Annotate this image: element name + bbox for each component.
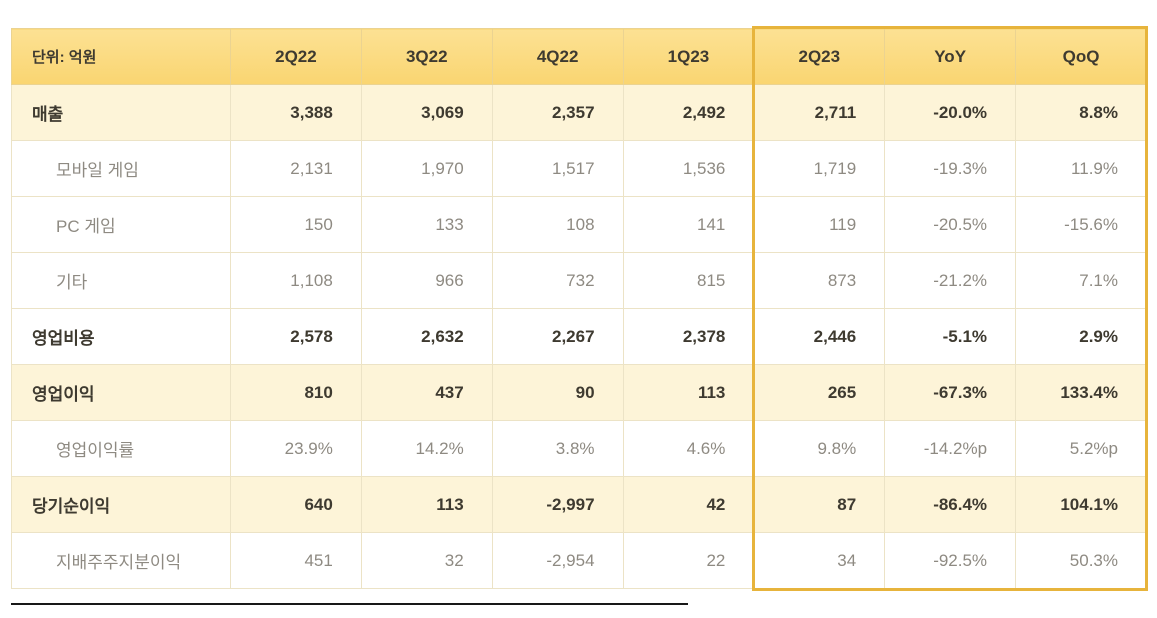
value-cell: 732 <box>491 252 624 309</box>
value-cell: 14.2% <box>360 420 493 477</box>
value-cell: 150 <box>230 196 362 253</box>
value-cell: 1,517 <box>491 140 624 197</box>
row-label: 매출 <box>11 84 231 141</box>
value-cell: 42 <box>622 476 755 533</box>
value-cell: 1,536 <box>622 140 755 197</box>
value-cell: -20.0% <box>884 84 1017 141</box>
value-cell: 11.9% <box>1015 140 1147 197</box>
value-cell: 2,131 <box>230 140 362 197</box>
table-row-revenue: 매출 3,388 3,069 2,357 2,492 2,711 -20.0% … <box>11 84 1147 141</box>
value-cell: 113 <box>360 476 493 533</box>
value-cell: 2,492 <box>622 84 755 141</box>
header-row: 단위: 억원 2Q22 3Q22 4Q22 1Q23 2Q23 YoY QoQ <box>11 28 1147 85</box>
column-header-yoy: YoY <box>884 28 1017 85</box>
value-cell: -86.4% <box>884 476 1017 533</box>
value-cell: -14.2%p <box>884 420 1017 477</box>
value-cell: -20.5% <box>884 196 1017 253</box>
value-cell: -5.1% <box>884 308 1017 365</box>
value-cell: 90 <box>491 364 624 421</box>
column-header-2q22: 2Q22 <box>230 28 362 85</box>
value-cell: -67.3% <box>884 364 1017 421</box>
row-label: 영업비용 <box>11 308 231 365</box>
value-cell: 34 <box>753 532 886 589</box>
table-row-controlling-interest-profit: 지배주주지분이익 451 32 -2,954 22 34 -92.5% 50.3… <box>11 532 1147 589</box>
value-cell: 119 <box>753 196 886 253</box>
value-cell: 3.8% <box>491 420 624 477</box>
value-cell: 32 <box>360 532 493 589</box>
row-label: 지배주주지분이익 <box>11 532 231 589</box>
value-cell: 265 <box>753 364 886 421</box>
value-cell: 3,388 <box>230 84 362 141</box>
value-cell: 8.8% <box>1015 84 1147 141</box>
unit-label: 단위: 억원 <box>11 28 231 85</box>
table-row-net-profit: 당기순이익 640 113 -2,997 42 87 -86.4% 104.1% <box>11 476 1147 533</box>
value-cell: -2,997 <box>491 476 624 533</box>
value-cell: 815 <box>622 252 755 309</box>
row-label: PC 게임 <box>11 196 231 253</box>
value-cell: 2,446 <box>753 308 886 365</box>
value-cell: 133.4% <box>1015 364 1147 421</box>
value-cell: -92.5% <box>884 532 1017 589</box>
table-row-operating-margin: 영업이익률 23.9% 14.2% 3.8% 4.6% 9.8% -14.2%p… <box>11 420 1147 477</box>
row-label: 영업이익률 <box>11 420 231 477</box>
footer-divider-line <box>11 603 688 605</box>
value-cell: 640 <box>230 476 362 533</box>
value-cell: 451 <box>230 532 362 589</box>
value-cell: 50.3% <box>1015 532 1147 589</box>
value-cell: 5.2%p <box>1015 420 1147 477</box>
value-cell: 2,357 <box>491 84 624 141</box>
value-cell: 1,719 <box>753 140 886 197</box>
value-cell: 7.1% <box>1015 252 1147 309</box>
quarterly-results-table-container: 단위: 억원 2Q22 3Q22 4Q22 1Q23 2Q23 YoY QoQ … <box>11 26 1148 591</box>
value-cell: 873 <box>753 252 886 309</box>
value-cell: 2,267 <box>491 308 624 365</box>
value-cell: 22 <box>622 532 755 589</box>
table-row-pc-games: PC 게임 150 133 108 141 119 -20.5% -15.6% <box>11 196 1147 253</box>
value-cell: 2.9% <box>1015 308 1147 365</box>
value-cell: 1,970 <box>360 140 493 197</box>
column-header-2q23: 2Q23 <box>753 28 886 85</box>
value-cell: 141 <box>622 196 755 253</box>
value-cell: 437 <box>360 364 493 421</box>
column-header-1q23: 1Q23 <box>622 28 755 85</box>
value-cell: -2,954 <box>491 532 624 589</box>
value-cell: 1,108 <box>230 252 362 309</box>
value-cell: 966 <box>360 252 493 309</box>
row-label: 모바일 게임 <box>11 140 231 197</box>
value-cell: 133 <box>360 196 493 253</box>
value-cell: -15.6% <box>1015 196 1147 253</box>
value-cell: 4.6% <box>622 420 755 477</box>
column-header-4q22: 4Q22 <box>491 28 624 85</box>
row-label: 기타 <box>11 252 231 309</box>
column-header-qoq: QoQ <box>1015 28 1147 85</box>
row-label: 당기순이익 <box>11 476 231 533</box>
value-cell: 104.1% <box>1015 476 1147 533</box>
table-row-operating-profit: 영업이익 810 437 90 113 265 -67.3% 133.4% <box>11 364 1147 421</box>
value-cell: -21.2% <box>884 252 1017 309</box>
row-label: 영업이익 <box>11 364 231 421</box>
value-cell: 9.8% <box>753 420 886 477</box>
value-cell: 2,578 <box>230 308 362 365</box>
table-row-other: 기타 1,108 966 732 815 873 -21.2% 7.1% <box>11 252 1147 309</box>
table-row-mobile-games: 모바일 게임 2,131 1,970 1,517 1,536 1,719 -19… <box>11 140 1147 197</box>
table-row-operating-expenses: 영업비용 2,578 2,632 2,267 2,378 2,446 -5.1%… <box>11 308 1147 365</box>
value-cell: 108 <box>491 196 624 253</box>
value-cell: 113 <box>622 364 755 421</box>
quarterly-results-table: 단위: 억원 2Q22 3Q22 4Q22 1Q23 2Q23 YoY QoQ … <box>11 28 1147 589</box>
value-cell: 2,632 <box>360 308 493 365</box>
value-cell: 87 <box>753 476 886 533</box>
value-cell: 2,378 <box>622 308 755 365</box>
column-header-3q22: 3Q22 <box>360 28 493 85</box>
value-cell: 2,711 <box>753 84 886 141</box>
value-cell: 23.9% <box>230 420 362 477</box>
value-cell: 810 <box>230 364 362 421</box>
value-cell: -19.3% <box>884 140 1017 197</box>
value-cell: 3,069 <box>360 84 493 141</box>
